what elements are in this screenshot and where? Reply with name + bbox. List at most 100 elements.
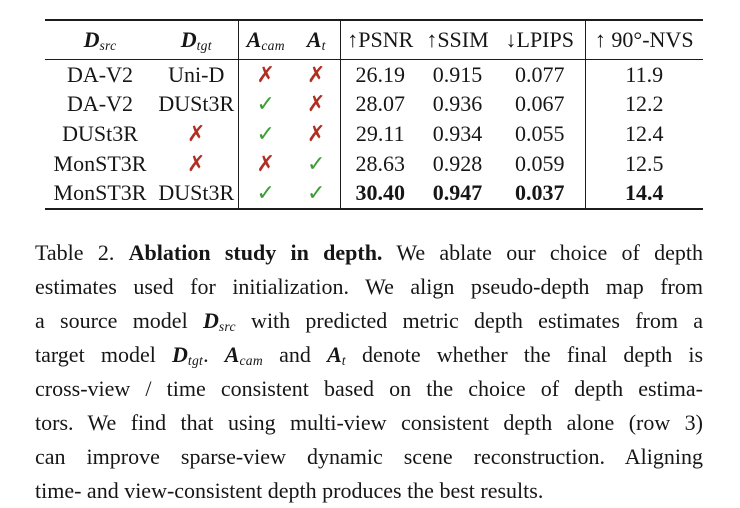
cell-d_tgt: ✗ <box>155 119 239 149</box>
cell-d_tgt: DUSt3R <box>155 178 239 209</box>
caption-text: . <box>203 342 225 367</box>
table-header-row: Dsrc Dtgt Acam At ↑PSNR ↑SSIM ↓LPIPS ↑ 90°-NVS <box>45 20 703 60</box>
fraktur-A-symbol: A <box>246 27 262 52</box>
caption-line: estimates used for initialization. We al… <box>35 270 703 304</box>
cell-d_src: DA-V2 <box>67 91 133 117</box>
col-header-d_src: Dsrc <box>45 20 155 60</box>
cell-d_tgt: Uni-D <box>155 59 239 90</box>
table-row: DUSt3R ✗ ✓ ✗ 29.11 0.934 0.055 12.4 <box>45 119 703 149</box>
caption-text: We ablate our choice of depth <box>382 240 703 265</box>
cell-ssim: 0.915 <box>432 61 483 87</box>
caption-text: estimates used for initialization. We al… <box>35 274 703 299</box>
cell-nvs: 12.4 <box>625 120 664 146</box>
subscript-tgt: tgt <box>187 353 204 369</box>
fraktur-D-symbol: D <box>172 342 188 367</box>
fraktur-D-symbol: D <box>180 27 197 52</box>
caption-line: target model Dtgt. Acam and At denote wh… <box>35 338 703 372</box>
cell-ssim: 0.934 <box>432 120 483 146</box>
cell-psnr: 26.19 <box>355 61 406 87</box>
caption-line: can improve sparse-view dynamic scene re… <box>35 440 703 474</box>
cell-d_src: MonST3R <box>53 150 147 176</box>
col-header-a_cam: Acam <box>238 20 293 60</box>
col-header-a_t: At <box>293 20 341 60</box>
check-icon: ✓ <box>256 121 275 147</box>
table-header: Dsrc Dtgt Acam At ↑PSNR ↑SSIM ↓LPIPS ↑ 90°-NVS <box>45 20 703 60</box>
cell-a_t: ✗ <box>293 59 341 90</box>
cross-icon: ✗ <box>187 151 206 177</box>
cell-lpips: 0.037 <box>495 178 586 209</box>
col-header-lpips: ↓LPIPS <box>495 20 586 60</box>
cell-lpips: 0.059 <box>495 148 586 179</box>
fraktur-A-symbol: A <box>306 27 322 52</box>
cross-icon: ✗ <box>187 121 206 147</box>
cell-nvs: 14.4 <box>625 180 664 206</box>
cell-a_t: ✗ <box>293 89 341 120</box>
table-caption: Table 2. Ablation study in depth. We abl… <box>35 236 703 508</box>
cell-d_tgt: ✗ <box>155 148 239 179</box>
caption-text: time- and view-consistent depth produces… <box>35 478 544 503</box>
cell-lpips: 0.067 <box>495 89 586 120</box>
check-icon: ✓ <box>307 151 326 177</box>
cross-icon: ✗ <box>307 62 326 88</box>
table-row: MonST3R ✗ ✗ ✓ 28.63 0.928 0.059 12.5 <box>45 148 703 179</box>
caption-line: time- and view-consistent depth produces… <box>35 474 703 508</box>
fraktur-D-symbol: D <box>83 27 100 52</box>
cross-icon: ✗ <box>307 92 326 118</box>
cross-icon: ✗ <box>256 62 275 88</box>
cell-psnr: 30.40 <box>355 180 406 206</box>
cell-d_src: DA-V2 <box>67 61 133 87</box>
ablation-table: Dsrc Dtgt Acam At ↑PSNR ↑SSIM ↓LPIPS ↑ 90°-NVS … <box>45 19 703 210</box>
subscript-cam: cam <box>261 38 285 54</box>
cell-ssim: 0.947 <box>432 180 483 206</box>
table-row: DA-V2 Uni-D ✗ ✗ 26.19 0.915 0.077 11.9 <box>45 59 703 90</box>
col-header-d_tgt: Dtgt <box>155 20 239 60</box>
caption-text: can improve sparse-view dynamic scene re… <box>35 444 703 469</box>
check-icon: ✓ <box>256 92 275 118</box>
table-row: MonST3R DUSt3R ✓ ✓ 30.40 0.947 0.037 14.4 <box>45 178 703 209</box>
cell-a_cam: ✓ <box>238 90 293 120</box>
col-header-ssim: ↑SSIM <box>420 20 495 60</box>
check-icon: ✓ <box>307 181 326 207</box>
cell-nvs: 12.5 <box>625 150 664 176</box>
cell-psnr: 28.07 <box>355 91 406 117</box>
cell-lpips: 0.077 <box>495 59 586 90</box>
cell-psnr: 29.11 <box>355 120 405 146</box>
caption-text: denote whether the final depth is <box>345 342 703 367</box>
caption-text: tors. We find that using multi-view cons… <box>35 410 703 435</box>
caption-line: Table 2. Ablation study in depth. We abl… <box>35 236 703 270</box>
caption-line: a source model Dsrc with predicted metri… <box>35 304 703 338</box>
fraktur-D-symbol: D <box>202 308 219 333</box>
cross-icon: ✗ <box>307 121 326 147</box>
table-body: DA-V2 Uni-D ✗ ✗ 26.19 0.915 0.077 11.9 DA-V2 DUSt… <box>45 59 703 209</box>
cell-a_t: ✗ <box>293 119 341 149</box>
caption-text: with predicted metric depth estimates fr… <box>235 308 703 333</box>
caption-text: target model <box>35 342 172 367</box>
cell-a_cam: ✓ <box>238 119 293 149</box>
cell-ssim: 0.928 <box>432 150 483 176</box>
table-row: DA-V2 DUSt3R ✓ ✗ 28.07 0.936 0.067 12.2 <box>45 89 703 120</box>
cell-ssim: 0.936 <box>432 91 483 117</box>
cell-nvs: 12.2 <box>625 91 664 117</box>
cell-a_t: ✓ <box>293 148 341 179</box>
caption-line: cross-view / time consistent based on th… <box>35 372 703 406</box>
caption-text: cross-view / time consistent based on th… <box>35 376 703 401</box>
cell-nvs: 11.9 <box>625 61 664 87</box>
caption-title: Ablation study in depth. <box>128 240 383 265</box>
caption-line: tors. We find that using multi-view cons… <box>35 406 703 440</box>
subscript-t: t <box>341 353 346 369</box>
check-icon: ✓ <box>256 181 275 207</box>
col-header-psnr: ↑PSNR <box>340 20 420 60</box>
caption-text: and <box>262 342 328 367</box>
caption-text: a source model <box>35 308 203 333</box>
fraktur-A-symbol: A <box>224 342 240 367</box>
subscript-cam: cam <box>239 353 263 369</box>
cell-d_tgt: DUSt3R <box>155 89 239 120</box>
cell-a_cam: ✗ <box>238 149 293 179</box>
cell-a_cam: ✗ <box>238 60 293 90</box>
cell-d_src: MonST3R <box>53 180 147 206</box>
caption-text: Table 2. <box>35 240 129 265</box>
subscript-src: src <box>218 319 236 335</box>
col-header-nvs: ↑ 90°-NVS <box>585 20 703 60</box>
cell-a_t: ✓ <box>293 178 341 209</box>
fraktur-A-symbol: A <box>327 342 342 367</box>
